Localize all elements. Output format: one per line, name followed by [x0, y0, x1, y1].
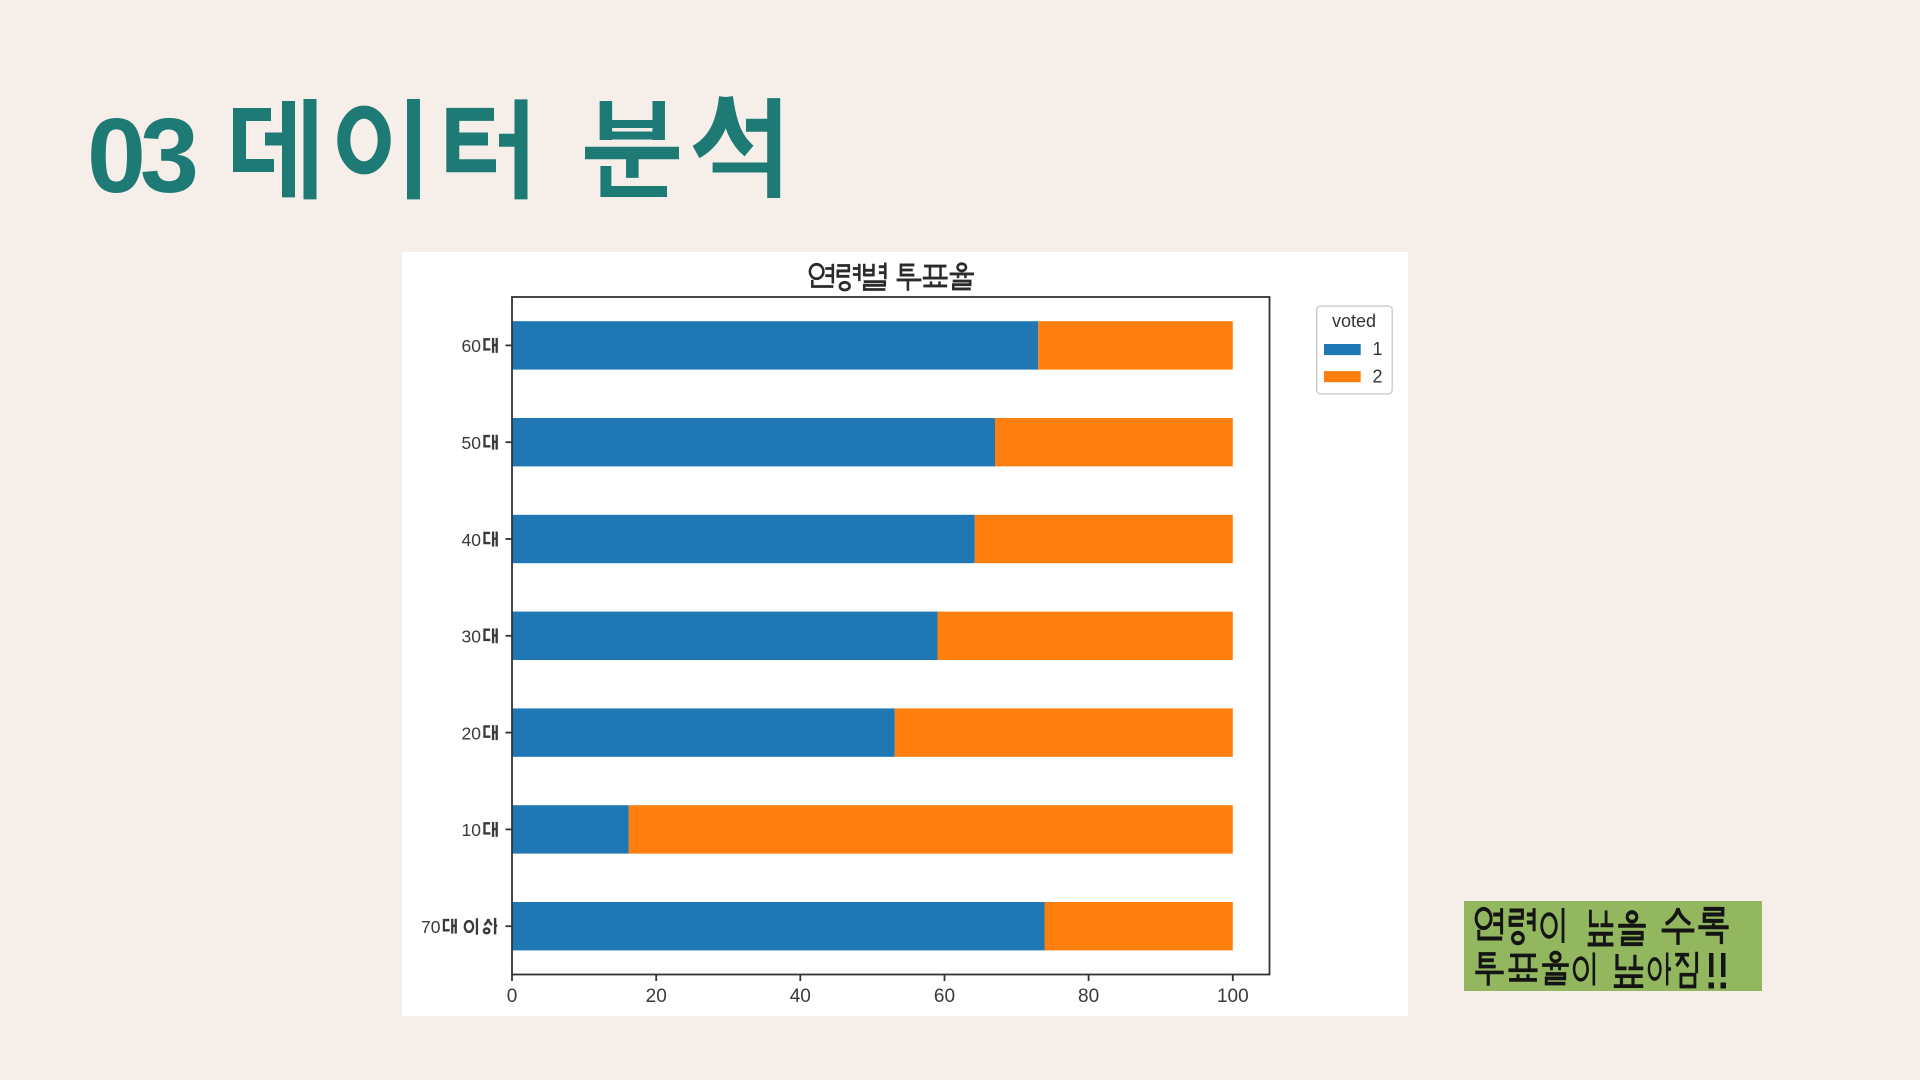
svg-text:1: 1	[1372, 339, 1382, 359]
svg-text:30: 30	[462, 627, 482, 647]
svg-text:50: 50	[462, 433, 482, 453]
svg-text:60: 60	[462, 336, 482, 356]
svg-text:40: 40	[462, 530, 482, 550]
svg-text:0: 0	[507, 986, 518, 1007]
svg-text:80: 80	[1078, 986, 1099, 1007]
svg-text:03: 03	[87, 97, 196, 215]
svg-text:100: 100	[1217, 986, 1249, 1007]
svg-text:voted: voted	[1332, 311, 1376, 331]
svg-text:20: 20	[646, 986, 667, 1007]
svg-text:2: 2	[1372, 366, 1382, 386]
svg-text:60: 60	[934, 986, 955, 1007]
svg-text:10: 10	[462, 820, 482, 840]
svg-text:40: 40	[790, 986, 811, 1007]
svg-text:20: 20	[462, 723, 482, 743]
svg-text:70: 70	[421, 917, 441, 937]
